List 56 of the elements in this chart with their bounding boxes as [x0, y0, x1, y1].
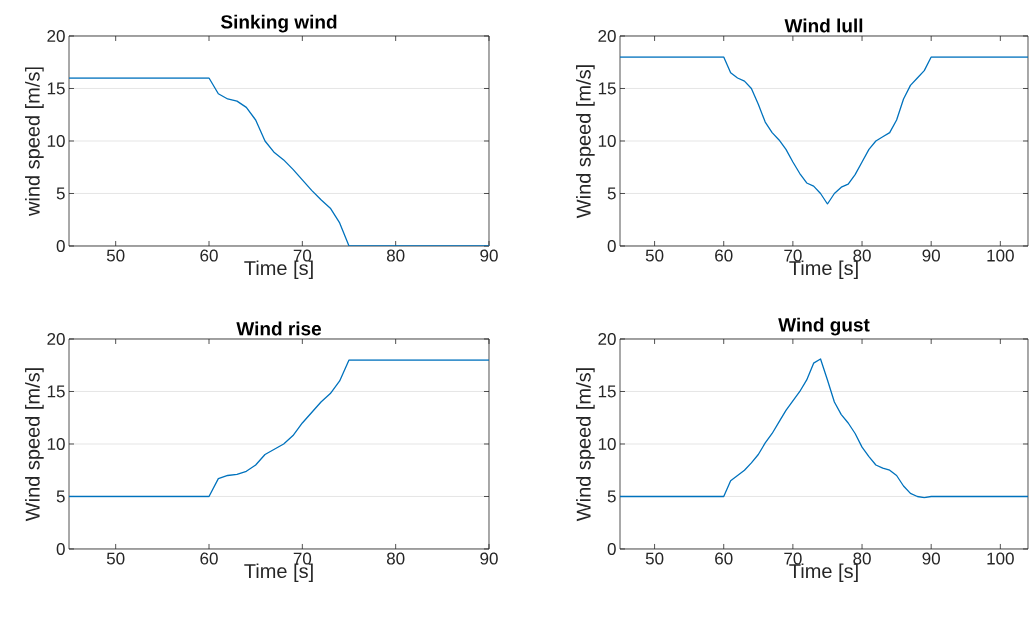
x-tick-label: 50 [106, 249, 125, 262]
y-tick-label: 15 [598, 82, 616, 95]
y-tick-label: 10 [598, 437, 616, 451]
chart-title: Wind rise [236, 321, 322, 336]
y-tick-label: 10 [598, 134, 616, 148]
y-tick-label: 0 [607, 239, 616, 253]
x-tick-label: 50 [106, 552, 125, 565]
y-tick-label: 10 [47, 437, 65, 451]
y-tick-label: 5 [56, 490, 65, 503]
x-tick-label: 70 [784, 249, 802, 262]
x-tick-label: 90 [922, 552, 940, 565]
y-tick-label: 0 [56, 239, 65, 253]
y-tick-label: 5 [56, 187, 65, 200]
y-tick-label: 20 [598, 332, 616, 346]
y-tick-label: 0 [607, 542, 616, 556]
x-tick-label: 80 [853, 552, 871, 565]
x-tick-label: 90 [480, 552, 498, 565]
y-tick-label: 10 [47, 134, 65, 148]
x-axis-title: Time [s] [789, 563, 858, 583]
y-axis-title: Wind speed [m/s] [576, 368, 595, 522]
chart-title: Wind lull [784, 18, 863, 33]
x-axis-title: Time [s] [244, 563, 313, 583]
y-tick-label: 5 [607, 187, 616, 200]
x-tick-label: 100 [987, 249, 1014, 262]
x-tick-label: 60 [715, 552, 733, 565]
y-tick-label: 15 [47, 82, 65, 95]
y-tick-label: 0 [56, 542, 65, 556]
x-tick-label: 70 [293, 552, 312, 565]
y-tick-label: 15 [598, 385, 616, 398]
y-tick-label: 20 [47, 29, 65, 43]
x-tick-label: 70 [293, 249, 312, 262]
x-axis-title: Time [s] [789, 260, 858, 280]
x-tick-label: 60 [200, 249, 218, 262]
x-tick-label: 70 [784, 552, 802, 565]
y-axis-title: Wind speed [m/s] [25, 368, 44, 522]
line-series [69, 77, 489, 246]
x-tick-label: 80 [386, 552, 405, 565]
line-series [620, 56, 1028, 205]
x-tick-label: 90 [480, 249, 498, 262]
x-tick-label: 90 [922, 249, 940, 262]
chart-title: Sinking wind [220, 14, 337, 33]
x-tick-label: 50 [645, 249, 664, 262]
y-tick-label: 20 [47, 332, 65, 346]
x-tick-label: 100 [987, 552, 1014, 565]
x-tick-label: 80 [386, 249, 405, 262]
x-tick-label: 60 [715, 249, 733, 262]
x-axis-title: Time [s] [244, 260, 313, 280]
x-tick-label: 50 [645, 552, 664, 565]
x-tick-label: 60 [200, 552, 218, 565]
x-tick-label: 80 [853, 249, 871, 262]
y-axis-title: wind speed [m/s] [25, 67, 44, 217]
chart-title: Wind gust [778, 317, 870, 336]
y-tick-label: 5 [607, 490, 616, 503]
y-tick-label: 15 [47, 385, 65, 398]
y-tick-label: 20 [598, 29, 616, 43]
y-axis-title: Wind speed [m/s] [576, 65, 595, 219]
